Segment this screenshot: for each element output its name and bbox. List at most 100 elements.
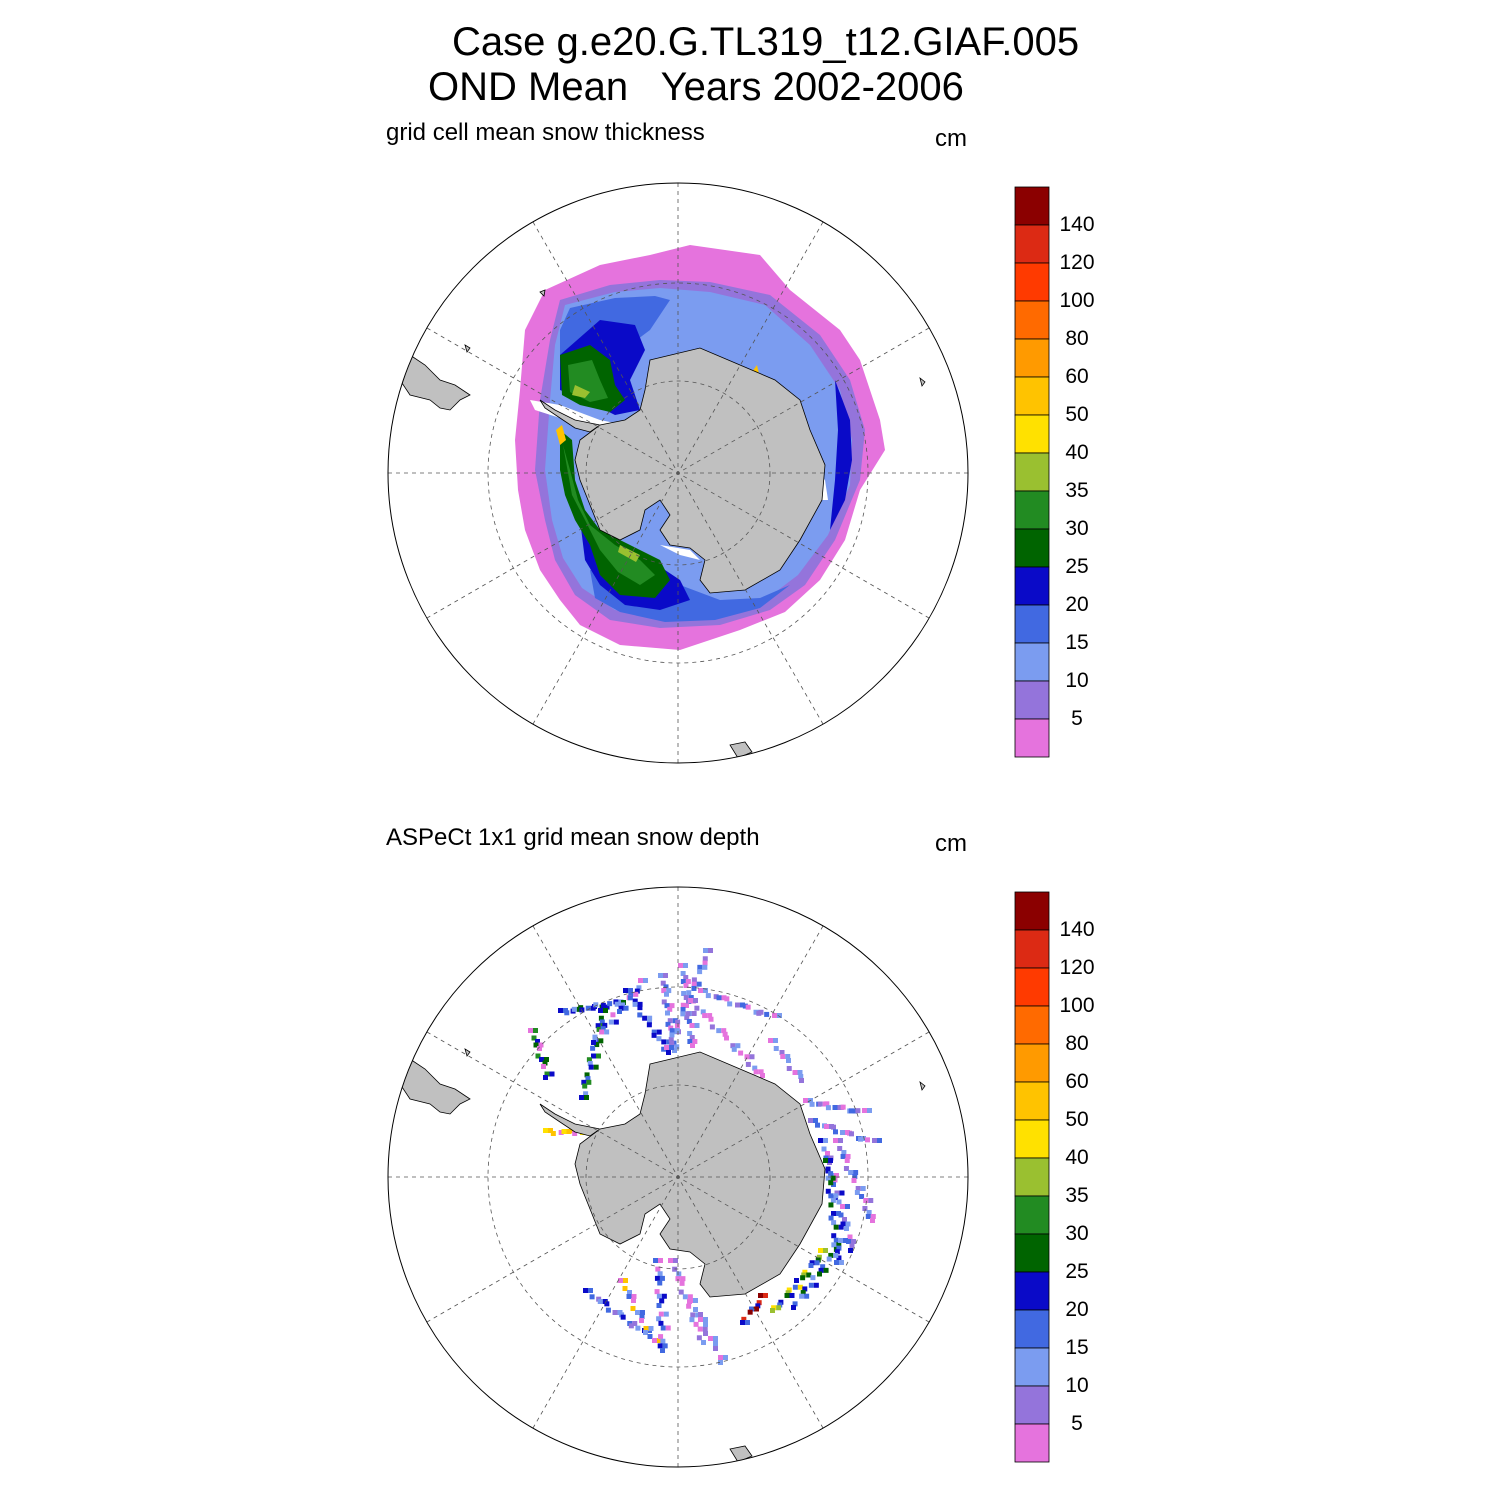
colorbar-tick-label: 60: [1065, 1070, 1089, 1093]
obs-cell: [809, 1260, 815, 1266]
obs-cell: [543, 1075, 548, 1080]
obs-cell: [533, 1042, 539, 1048]
colorbar-tick-label: 80: [1065, 1032, 1089, 1055]
obs-cell: [639, 1314, 645, 1319]
obs-cell: [846, 1239, 851, 1244]
obs-cell: [590, 1045, 596, 1051]
obs-cell: [659, 1275, 665, 1281]
obs-cell: [662, 1343, 668, 1349]
obs-cell: [785, 1054, 791, 1059]
obs-cell: [660, 1338, 666, 1344]
colorbar-tick-label: 5: [1071, 707, 1083, 730]
obs-cell: [584, 1095, 589, 1100]
obs-cell: [675, 1019, 681, 1025]
obs-cell: [674, 1023, 680, 1029]
obs-cell: [838, 1138, 843, 1143]
colorbar-tick-label: 140: [1059, 213, 1095, 236]
obs-cell: [828, 1252, 834, 1258]
obs-cell: [841, 1150, 847, 1155]
obs-cell: [702, 956, 708, 962]
antarctica-landmass: [574, 347, 826, 594]
obs-cell: [823, 1248, 828, 1253]
colorbar-box: [1014, 1005, 1050, 1045]
obs-cell: [855, 1186, 861, 1191]
obs-cell: [756, 1010, 762, 1016]
obs-cell: [538, 1042, 544, 1048]
obs-cell: [669, 1003, 675, 1009]
obs-cell: [550, 1131, 556, 1136]
obs-cell: [657, 1271, 663, 1277]
obs-cell: [571, 1006, 577, 1012]
obs-cell: [628, 988, 633, 993]
obs-cell: [688, 998, 693, 1003]
obs-cell: [667, 1006, 673, 1012]
obs-cell: [799, 1078, 804, 1083]
obs-cell: [535, 1039, 540, 1044]
obs-cell: [764, 1011, 770, 1017]
obs-cell: [595, 1023, 601, 1029]
obs-cell: [849, 1243, 855, 1249]
obs-cell: [604, 1004, 610, 1010]
colorbar-tick-label: 35: [1065, 479, 1089, 502]
obs-cell: [836, 1211, 841, 1216]
obs-cell: [685, 1011, 691, 1017]
colorbar-tick-label: 50: [1065, 1108, 1089, 1131]
obs-cell: [612, 1310, 618, 1315]
obs-cell: [674, 1028, 680, 1034]
obs-cell: [814, 1260, 820, 1266]
title-line-2: OND Mean Years 2002-2006: [428, 65, 964, 109]
obs-cell: [702, 960, 708, 966]
obs-cell: [661, 1293, 667, 1299]
obs-cell: [549, 1071, 555, 1077]
obs-cell: [848, 1248, 853, 1253]
obs-cell: [808, 1118, 813, 1123]
panel1-graticule: [388, 183, 968, 763]
obs-cell: [626, 1294, 632, 1299]
obs-cell: [779, 1050, 785, 1055]
obs-cell: [791, 1305, 796, 1310]
obs-cell: [693, 1307, 698, 1312]
obs-cell: [716, 995, 722, 1001]
colorbar-box: [1014, 186, 1050, 226]
obs-cell: [678, 963, 683, 968]
obs-cell: [839, 1190, 845, 1196]
obs-cell: [702, 964, 708, 970]
obs-cell: [828, 1215, 834, 1221]
obs-cell: [693, 1321, 699, 1327]
obs-cell: [862, 1206, 868, 1211]
obs-cell: [631, 1294, 637, 1299]
obs-cell: [591, 1053, 596, 1059]
obs-cell: [654, 1289, 660, 1295]
obs-cell: [843, 1166, 849, 1171]
obs-cell: [818, 1248, 823, 1253]
obs-cell: [818, 1267, 824, 1273]
obs-cell: [614, 1001, 620, 1007]
obs-cell: [693, 1298, 698, 1303]
obs-cell: [566, 1129, 572, 1134]
obs-cell: [683, 975, 689, 980]
obs-cell: [651, 1032, 657, 1038]
panel1-left-label: grid cell mean snow thickness: [386, 119, 705, 146]
obs-cell: [847, 1234, 853, 1240]
colorbar-tick-label: 40: [1065, 1146, 1089, 1169]
obs-cell: [589, 1294, 595, 1300]
obs-cell: [730, 1043, 736, 1049]
obs-cell: [731, 1046, 737, 1052]
obs-cell: [680, 979, 686, 984]
obs-cell: [697, 1326, 703, 1332]
obs-cell: [680, 1276, 686, 1282]
obs-cell: [784, 1293, 790, 1298]
obs-cell: [657, 1343, 663, 1349]
colorbar-box: [1014, 490, 1050, 530]
obs-cell: [818, 1138, 823, 1143]
panel1-colorbar: [1014, 186, 1050, 758]
obs-cell: [691, 985, 697, 991]
obs-cell: [667, 1018, 673, 1024]
obs-cell: [643, 1330, 648, 1335]
obs-cell: [657, 1338, 662, 1343]
obs-cell: [684, 1003, 689, 1008]
obs-cell: [582, 1083, 588, 1089]
obs-cell: [613, 1019, 619, 1025]
panel2-map: [387, 886, 969, 1468]
obs-cell: [833, 1193, 839, 1199]
